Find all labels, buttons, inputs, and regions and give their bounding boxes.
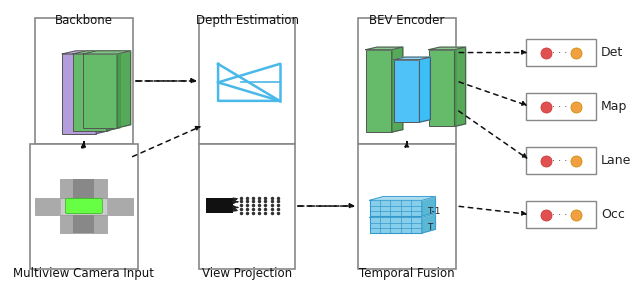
Polygon shape [83, 51, 131, 54]
Polygon shape [96, 51, 109, 133]
Polygon shape [369, 214, 435, 217]
Text: Backbone: Backbone [55, 14, 113, 27]
FancyBboxPatch shape [35, 18, 133, 144]
Text: · · ·: · · · [552, 102, 568, 112]
Polygon shape [366, 47, 403, 50]
Polygon shape [62, 51, 109, 54]
Polygon shape [422, 197, 435, 216]
FancyBboxPatch shape [199, 144, 295, 269]
Polygon shape [73, 51, 120, 54]
Bar [73, 54, 107, 131]
FancyBboxPatch shape [358, 18, 456, 144]
Bar [35, 197, 60, 215]
Bar [369, 217, 422, 233]
Text: · · ·: · · · [552, 48, 568, 58]
Text: Depth Estimation: Depth Estimation [196, 14, 298, 27]
Text: Det: Det [601, 46, 623, 59]
Bar [109, 197, 133, 215]
Text: · · ·: · · · [552, 210, 568, 220]
Polygon shape [454, 47, 465, 127]
FancyBboxPatch shape [30, 144, 138, 269]
FancyBboxPatch shape [65, 198, 102, 214]
FancyBboxPatch shape [358, 144, 456, 269]
Text: Occ: Occ [601, 208, 625, 221]
Text: T: T [428, 223, 433, 232]
Bar [60, 215, 108, 233]
Text: BEV Encoder: BEV Encoder [369, 14, 445, 27]
FancyBboxPatch shape [525, 93, 596, 120]
FancyBboxPatch shape [525, 147, 596, 174]
Bar [60, 179, 108, 197]
Bar [73, 215, 94, 233]
Polygon shape [394, 57, 431, 60]
Text: Map: Map [601, 100, 627, 113]
Polygon shape [429, 47, 465, 50]
FancyBboxPatch shape [525, 201, 596, 228]
Polygon shape [117, 51, 131, 128]
Bar [62, 54, 96, 133]
Polygon shape [369, 197, 435, 200]
Bar [394, 60, 419, 122]
Text: Temporal Fusion: Temporal Fusion [359, 267, 455, 280]
Text: View Projection: View Projection [202, 267, 292, 280]
Text: Multiview Camera Input: Multiview Camera Input [13, 267, 154, 280]
Text: Lane: Lane [601, 154, 632, 167]
Polygon shape [392, 47, 403, 132]
Polygon shape [422, 214, 435, 233]
Bar [60, 197, 108, 215]
Bar [366, 50, 392, 132]
Bar [73, 179, 94, 197]
Text: · · ·: · · · [552, 156, 568, 166]
Text: T-1: T-1 [428, 207, 441, 216]
Bar [206, 197, 234, 213]
Bar [83, 54, 117, 128]
Polygon shape [419, 57, 431, 122]
Polygon shape [107, 51, 120, 131]
FancyBboxPatch shape [199, 18, 295, 144]
Bar [369, 200, 422, 216]
FancyBboxPatch shape [525, 39, 596, 66]
Bar [429, 50, 454, 127]
